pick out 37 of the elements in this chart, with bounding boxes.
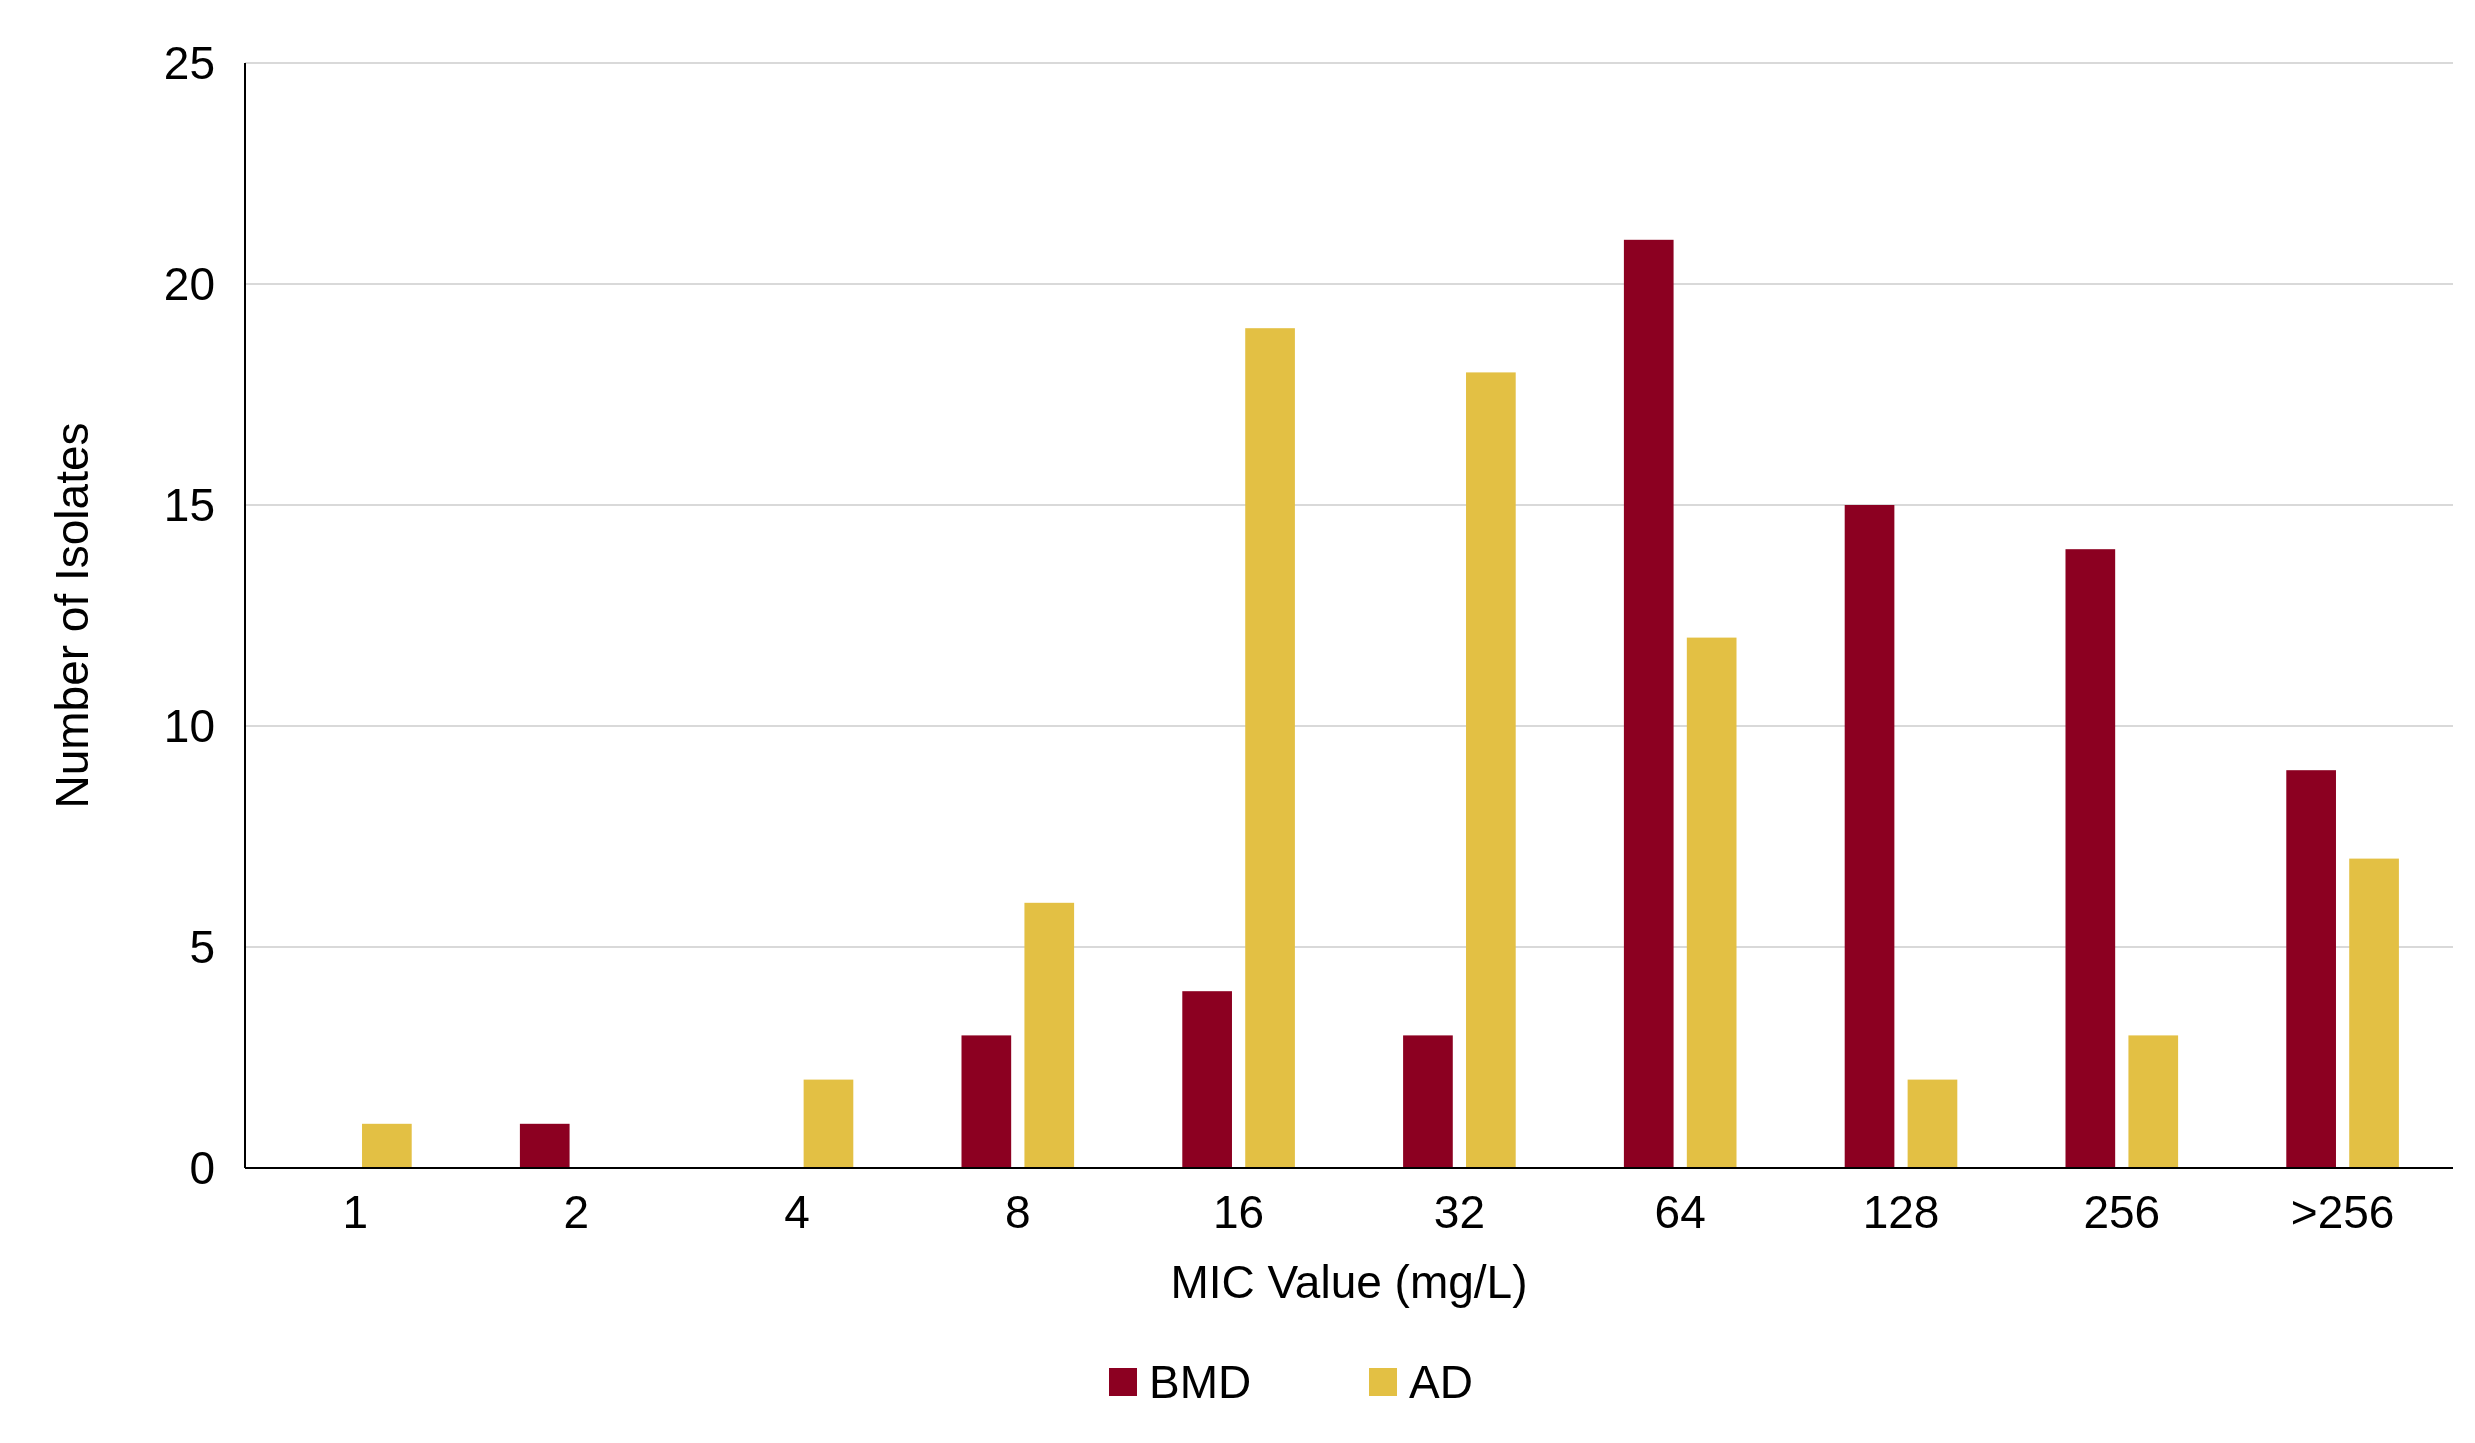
legend-label: BMD <box>1149 1356 1252 1409</box>
x-tick-label: >256 <box>2290 1186 2395 1238</box>
bar <box>1466 372 1516 1168</box>
bar <box>1245 328 1295 1168</box>
bar <box>1623 239 1674 1168</box>
x-tick-label: 256 <box>2083 1186 2161 1238</box>
y-tick-label: 10 <box>163 700 215 753</box>
bar <box>961 1035 1012 1168</box>
x-tick-label: 32 <box>1433 1186 1485 1238</box>
legend-label: AD <box>1409 1356 1473 1409</box>
y-tick-label: 20 <box>163 258 215 311</box>
x-tick-label: 8 <box>1005 1186 1031 1238</box>
y-tick-label: 25 <box>163 37 215 90</box>
bar <box>519 1123 570 1168</box>
x-tick-label: 4 <box>784 1186 810 1238</box>
bar <box>362 1123 412 1168</box>
y-axis-title: Number of Isolates <box>46 422 98 809</box>
x-tick-label: 128 <box>1862 1186 1940 1238</box>
x-tick-label: 1 <box>342 1186 369 1238</box>
bar <box>2349 858 2399 1168</box>
x-tick-label: 16 <box>1213 1186 1265 1238</box>
bar <box>2286 770 2336 1168</box>
x-axis-title: MIC Value (mg/L) <box>1170 1256 1528 1308</box>
bar <box>2065 549 2116 1168</box>
bar <box>1907 1079 1958 1168</box>
x-tick-label: 64 <box>1654 1186 1706 1238</box>
x-tick-label: 2 <box>563 1186 589 1238</box>
y-tick-label: 5 <box>189 921 215 974</box>
bar <box>1182 991 1232 1168</box>
bar <box>1024 902 1075 1168</box>
bar <box>803 1079 854 1168</box>
bar <box>1403 1035 1453 1168</box>
y-tick-label: 15 <box>163 479 215 532</box>
bar <box>1686 637 1737 1168</box>
bar <box>2128 1035 2179 1168</box>
y-tick-label: 0 <box>189 1142 215 1195</box>
bar <box>1844 505 1895 1168</box>
